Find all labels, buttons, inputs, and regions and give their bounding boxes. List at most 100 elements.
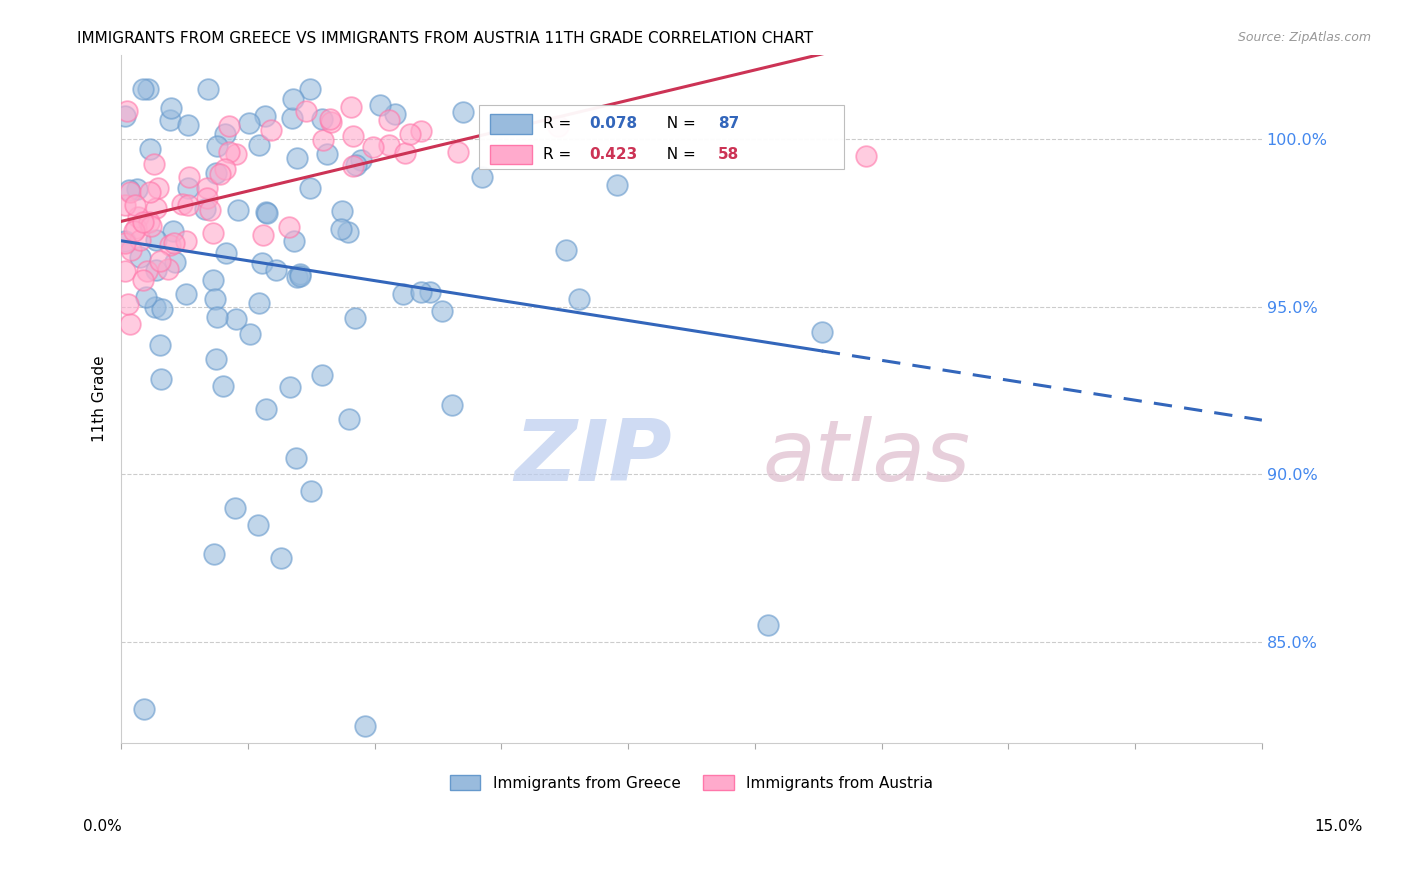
Point <box>384 106 406 120</box>
Point <box>441 398 464 412</box>
Text: ZIP: ZIP <box>513 416 672 499</box>
Y-axis label: 11th Grade: 11th Grade <box>93 356 107 442</box>
Point <box>398 128 420 142</box>
Point <box>299 181 322 195</box>
Point <box>270 551 292 566</box>
Point <box>377 113 399 128</box>
Point <box>207 139 229 153</box>
Point <box>218 145 240 160</box>
Point <box>247 517 270 532</box>
Point <box>256 206 278 220</box>
Point <box>132 81 155 95</box>
Point <box>198 203 221 218</box>
Point <box>197 81 219 95</box>
Point <box>547 120 569 134</box>
Point <box>114 198 136 212</box>
Point <box>343 310 366 325</box>
Point <box>124 224 146 238</box>
Point <box>394 146 416 161</box>
Text: N =: N = <box>658 146 702 161</box>
Point <box>361 140 384 154</box>
Point <box>316 147 339 161</box>
Point <box>132 702 155 716</box>
Point <box>378 138 401 153</box>
Point <box>285 151 308 165</box>
Bar <box>491 114 531 134</box>
Point <box>319 112 342 126</box>
Point <box>165 255 187 269</box>
Text: 58: 58 <box>718 146 740 161</box>
Point <box>214 246 236 260</box>
Point <box>568 293 591 307</box>
Point <box>214 161 236 176</box>
Point <box>145 201 167 215</box>
Point <box>174 234 197 248</box>
Point <box>247 296 270 310</box>
Point <box>135 264 157 278</box>
Point <box>225 147 247 161</box>
Point <box>118 185 141 199</box>
Text: atlas: atlas <box>762 416 970 499</box>
Point <box>118 317 141 331</box>
Point <box>202 273 225 287</box>
Point <box>252 228 274 243</box>
Point <box>150 372 173 386</box>
Point <box>311 133 333 147</box>
Text: 0.078: 0.078 <box>589 116 637 131</box>
Point <box>855 149 877 163</box>
Point <box>319 115 342 129</box>
Point <box>157 261 180 276</box>
Point <box>224 500 246 515</box>
Point <box>337 412 360 426</box>
Point <box>330 204 353 219</box>
Point <box>201 226 224 240</box>
Point <box>330 222 353 236</box>
Point <box>290 267 312 281</box>
Point <box>177 198 200 212</box>
Point <box>117 103 139 118</box>
Point <box>142 157 165 171</box>
Point <box>225 312 247 326</box>
Point <box>195 180 218 194</box>
Point <box>114 109 136 123</box>
Point <box>212 379 235 393</box>
Text: 0.423: 0.423 <box>589 146 637 161</box>
Point <box>353 719 375 733</box>
Point <box>135 290 157 304</box>
Point <box>176 181 198 195</box>
Text: 15.0%: 15.0% <box>1315 820 1362 834</box>
Point <box>250 256 273 270</box>
Point <box>138 142 160 156</box>
Text: Source: ZipAtlas.com: Source: ZipAtlas.com <box>1237 31 1371 45</box>
Point <box>124 220 146 235</box>
Point <box>295 103 318 118</box>
Point <box>218 119 240 133</box>
Point <box>447 145 470 160</box>
Text: 0.0%: 0.0% <box>83 820 122 834</box>
Point <box>114 235 136 250</box>
Point <box>247 137 270 152</box>
Point <box>143 300 166 314</box>
Point <box>150 302 173 317</box>
Point <box>298 81 321 95</box>
Point <box>342 160 364 174</box>
Point <box>159 113 181 128</box>
Point <box>114 263 136 277</box>
Point <box>177 118 200 132</box>
Point <box>195 191 218 205</box>
Point <box>284 450 307 465</box>
Point <box>339 100 361 114</box>
Point <box>299 484 322 499</box>
Point <box>253 109 276 123</box>
Point <box>283 234 305 248</box>
Point <box>430 304 453 318</box>
Point <box>411 285 433 300</box>
Point <box>159 237 181 252</box>
Point <box>138 185 160 199</box>
Point <box>209 167 232 181</box>
Point <box>391 286 413 301</box>
Point <box>471 170 494 185</box>
Point <box>254 205 277 219</box>
Point <box>555 243 578 257</box>
Point <box>120 244 142 258</box>
